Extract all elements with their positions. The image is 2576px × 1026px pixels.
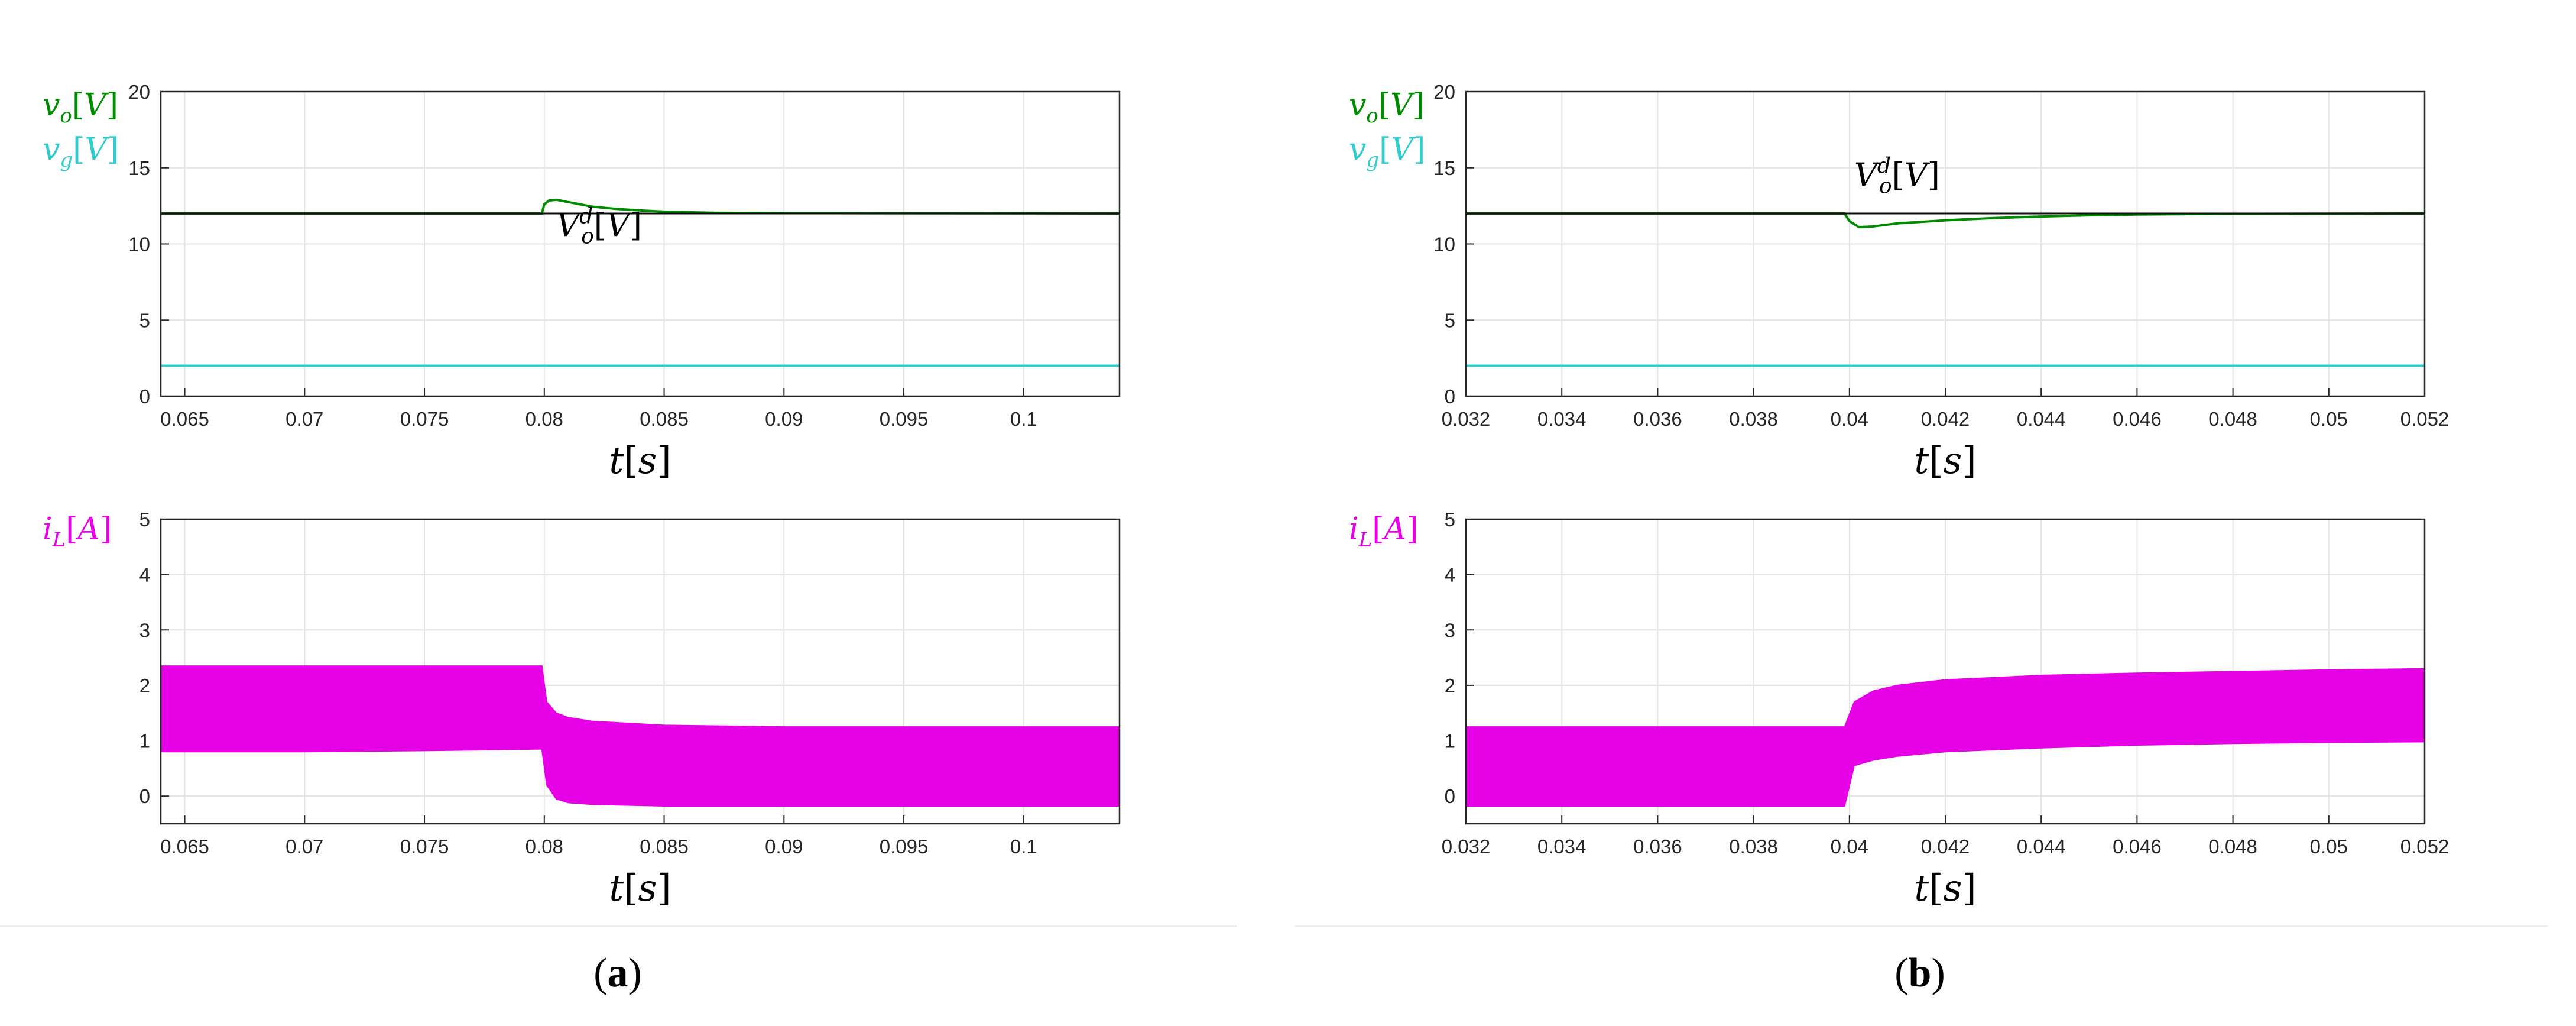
y-tick-label: 1 xyxy=(1445,730,1455,752)
chart-b-top: 0.032 0.034 0.036 0.038 0.04 0.042 0.044 0.046 0… xyxy=(1433,81,2449,482)
x-tick-label: 0.042 xyxy=(1921,836,1970,857)
series-vo-line xyxy=(1466,212,2425,229)
y-tick-label: 10 xyxy=(128,234,150,255)
y-tick-label: 5 xyxy=(139,509,150,530)
y-tick-label: 3 xyxy=(139,619,150,641)
x-tick-label: 0.05 xyxy=(2310,836,2348,857)
x-tick-label: 0.036 xyxy=(1633,836,1682,857)
y-tick-label: 20 xyxy=(1433,81,1455,103)
x-tick-label: 0.044 xyxy=(2017,836,2066,857)
x-tick-label: 0.075 xyxy=(400,408,449,430)
axes-box-b-bottom xyxy=(1465,518,2426,825)
y-tick-label: 0 xyxy=(139,785,150,807)
x-tick-label: 0.042 xyxy=(1921,408,1970,430)
y-tick-label: 10 xyxy=(1433,234,1455,255)
x-tick-label: 0.07 xyxy=(285,836,323,857)
panel-a-frame xyxy=(0,0,1237,927)
x-tick-label: 0.065 xyxy=(160,836,209,857)
y-tick-label: 1 xyxy=(139,730,150,752)
x-tick-label: 0.1 xyxy=(1010,836,1037,857)
x-tick-label: 0.048 xyxy=(2208,408,2257,430)
y-tick-label: 5 xyxy=(1445,509,1455,530)
y-tick-label: 20 xyxy=(128,81,150,103)
series-vo-line xyxy=(161,198,1120,215)
x-axis-label-a-bottom: t[s] xyxy=(609,866,671,910)
chart-a-bottom: 0.065 0.07 0.075 0.08 0.085 0.09 0.095 0.1 0 1 2 3 4… xyxy=(139,509,1121,910)
legend-vg-b: vg[V] xyxy=(1349,132,1425,172)
x-tick-label: 0.05 xyxy=(2310,408,2348,430)
y-tick-label: 0 xyxy=(1445,785,1455,807)
x-tick-label: 0.065 xyxy=(160,408,209,430)
y-tick-label: 4 xyxy=(139,564,150,586)
x-tick-label: 0.07 xyxy=(285,408,323,430)
y-tick-label: 3 xyxy=(1445,619,1455,641)
x-tick-label: 0.08 xyxy=(525,836,563,857)
annotation-vod-b-top: Vd o[V] xyxy=(1854,154,1940,199)
legend-il-b: iL[A] xyxy=(1349,512,1418,552)
x-tick-label: 0.046 xyxy=(2113,836,2162,857)
x-tick-label: 0.034 xyxy=(1537,408,1587,430)
x-tick-label: 0.09 xyxy=(765,836,803,857)
x-axis-label-b-bottom: t[s] xyxy=(1914,866,1976,910)
x-tick-label: 0.04 xyxy=(1831,836,1868,857)
axes-box-a-top xyxy=(160,90,1121,397)
x-tick-label: 0.044 xyxy=(2017,408,2066,430)
y-tick-label: 2 xyxy=(1445,675,1455,697)
x-tick-label: 0.032 xyxy=(1442,408,1491,430)
x-tick-label: 0.038 xyxy=(1729,408,1778,430)
legend-il-a: iL[A] xyxy=(43,512,112,552)
y-tick-label: 5 xyxy=(1445,309,1455,331)
x-tick-label: 0.085 xyxy=(640,408,689,430)
x-tick-label: 0.032 xyxy=(1442,836,1491,857)
x-tick-label: 0.038 xyxy=(1729,836,1778,857)
y-tick-label: 0 xyxy=(139,386,150,407)
axes-box-b-top xyxy=(1465,90,2426,397)
chart-b-bottom: 0.032 0.034 0.036 0.038 0.04 0.042 0.044 0.046 0… xyxy=(1442,509,2450,910)
chart-a-top: 0.065 0.07 0.075 0.08 0.085 0.09 0.095 0.1 0 5 10 1… xyxy=(128,81,1121,482)
caption-b: (b) xyxy=(1894,950,1945,996)
y-tick-label: 15 xyxy=(1433,157,1455,179)
legend-vo-a: vo[V] xyxy=(43,88,118,128)
panel-b-frame xyxy=(1295,0,2548,927)
x-tick-label: 0.08 xyxy=(525,408,563,430)
x-axis-label-b-top: t[s] xyxy=(1914,439,1976,482)
axes-box-a-bottom xyxy=(160,518,1121,825)
x-tick-label: 0.085 xyxy=(640,836,689,857)
x-tick-label: 0.052 xyxy=(2400,836,2450,857)
annotation-vod-a-top: Vd o[V] xyxy=(556,205,642,249)
y-tick-label: 5 xyxy=(139,309,150,331)
x-tick-label: 0.095 xyxy=(880,836,929,857)
x-tick-label: 0.095 xyxy=(880,408,929,430)
y-tick-label: 15 xyxy=(128,157,150,179)
legend-vg-a: vg[V] xyxy=(43,132,119,172)
x-tick-label: 0.034 xyxy=(1537,836,1587,857)
y-tick-label: 2 xyxy=(139,675,150,697)
legend-vo-b: vo[V] xyxy=(1349,88,1425,128)
x-tick-label: 0.04 xyxy=(1831,408,1868,430)
y-tick-label: 0 xyxy=(1445,386,1455,407)
y-tick-label: 4 xyxy=(1445,564,1455,586)
x-tick-label: 0.09 xyxy=(765,408,803,430)
x-tick-label: 0.036 xyxy=(1633,408,1682,430)
x-tick-label: 0.048 xyxy=(2208,836,2257,857)
x-tick-label: 0.046 xyxy=(2113,408,2162,430)
caption-a: (a) xyxy=(593,950,642,996)
x-tick-label: 0.052 xyxy=(2400,408,2450,430)
x-axis-label-a-top: t[s] xyxy=(609,439,671,482)
x-tick-label: 0.075 xyxy=(400,836,449,857)
x-tick-label: 0.1 xyxy=(1010,408,1037,430)
